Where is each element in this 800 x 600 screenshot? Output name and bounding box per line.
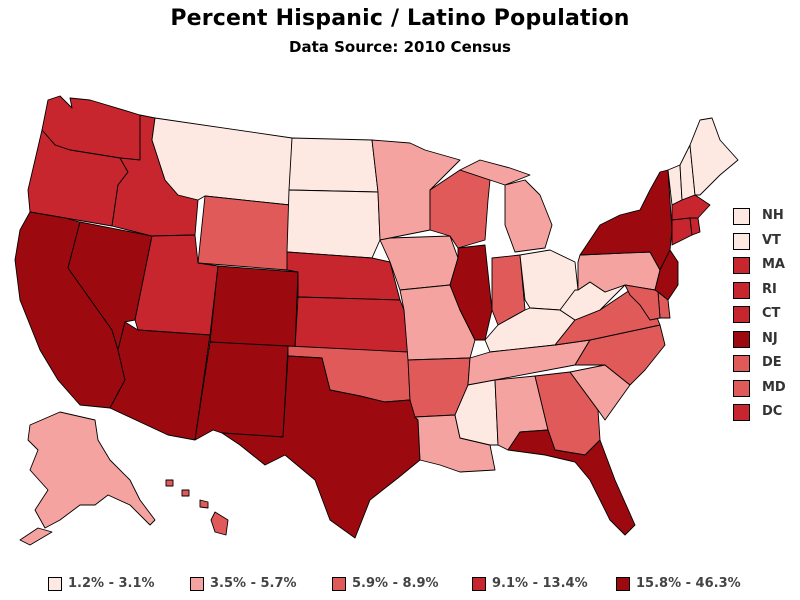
state-hi-oahu — [181, 489, 190, 497]
legend-swatch — [48, 577, 62, 591]
small-state-label: MA — [762, 257, 785, 272]
state-mi-up — [459, 159, 531, 186]
state-az — [109, 321, 211, 441]
small-state-swatch — [733, 281, 750, 299]
small-state-label: DC — [762, 404, 783, 419]
legend-label: 3.5% - 5.7% — [210, 576, 297, 591]
state-hi-maui — [199, 499, 209, 509]
legend-swatch — [472, 577, 486, 591]
small-state-ma: MA — [730, 254, 800, 279]
small-state-nj: NJ — [730, 328, 800, 353]
legend-label: 1.2% - 3.1% — [68, 576, 155, 591]
state-il — [449, 244, 493, 341]
map-title: Percent Hispanic / Latino Population — [170, 6, 630, 31]
state-tx — [221, 355, 421, 539]
small-state-label: CT — [762, 306, 781, 321]
small-state-swatch — [733, 257, 750, 274]
state-co — [209, 265, 299, 349]
state-ks — [294, 296, 409, 353]
legend-swatch — [332, 577, 346, 591]
small-state-ri: RI — [730, 279, 800, 304]
state-hi-kauai — [165, 479, 174, 487]
state-nm — [194, 341, 289, 441]
legend-label: 15.8% - 46.3% — [636, 576, 741, 591]
small-state-swatch — [733, 208, 750, 225]
state-sc — [569, 364, 631, 421]
small-state-md: MD — [730, 377, 800, 402]
legend-swatch — [616, 577, 630, 591]
legend-swatch — [190, 577, 204, 591]
small-state-swatch — [733, 306, 750, 323]
state-ct — [671, 217, 693, 246]
small-state-label: MD — [762, 379, 786, 395]
state-nd — [288, 137, 379, 193]
legend: 1.2% - 3.1% 3.5% - 5.7% 5.9% - 8.9% 9.1% - … — [0, 574, 800, 596]
small-state-swatch — [733, 404, 750, 421]
state-ak-aleutians — [19, 527, 53, 546]
state-sd — [286, 189, 381, 259]
state-md — [624, 284, 661, 321]
state-ak — [27, 411, 156, 529]
legend-label: 9.1% - 13.4% — [492, 576, 588, 591]
small-state-swatch — [733, 379, 750, 397]
small-state-label: DE — [762, 355, 782, 370]
state-fl — [507, 429, 636, 536]
state-ne — [286, 251, 401, 301]
small-state-nh: NH — [730, 205, 800, 230]
small-state-label: VT — [762, 232, 781, 248]
small-state-swatch — [733, 330, 750, 348]
small-state-label: NH — [762, 208, 784, 223]
small-state-swatch — [733, 355, 750, 372]
state-ny — [579, 169, 673, 271]
small-state-de: DE — [730, 352, 800, 377]
small-state-swatch — [733, 232, 750, 250]
state-ri — [689, 217, 701, 236]
small-state-dc: DC — [730, 401, 800, 426]
state-hi-big — [210, 511, 229, 536]
small-state-vt: VT — [730, 230, 800, 255]
state-mi — [504, 179, 553, 253]
small-state-ct: CT — [730, 303, 800, 328]
map-subtitle: Data Source: 2010 Census — [289, 38, 511, 56]
legend-label: 5.9% - 8.9% — [352, 576, 439, 591]
state-me — [689, 117, 739, 196]
state-wy — [197, 195, 291, 271]
small-state-label: RI — [762, 281, 777, 297]
small-states-legend: NH VT MA RI CT NJ DE MD DC — [730, 205, 800, 426]
small-state-label: NJ — [762, 330, 778, 346]
